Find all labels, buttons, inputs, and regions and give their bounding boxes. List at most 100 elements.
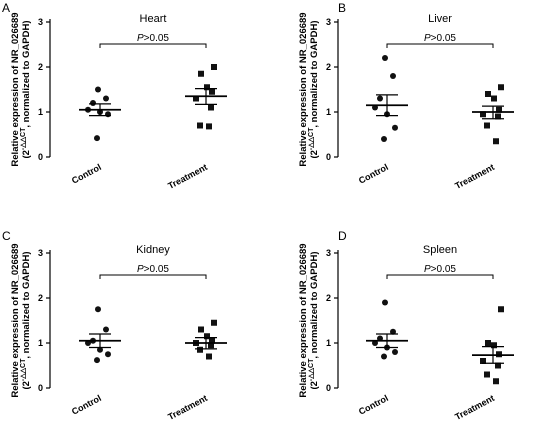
- y-axis-label: Relative expression of NR_026689 (2-△△CT,…: [298, 12, 320, 166]
- data-point: [105, 351, 111, 358]
- data-point: [95, 86, 101, 93]
- panel-title: Liver: [428, 13, 452, 25]
- y-tick-label: 3: [326, 17, 331, 27]
- data-point: [197, 346, 203, 353]
- y-axis-label-line2: (2-△△CT, normalized to GAPDH): [308, 251, 320, 389]
- data-point: [206, 353, 212, 360]
- data-point: [382, 55, 388, 61]
- y-axis-label: Relative expression of NR_026689 (2-△△CT,…: [298, 243, 320, 397]
- y-axis-label: Relative expression of NR_026689 (2-△△CT,…: [10, 12, 32, 166]
- y-tick-label: 0: [326, 383, 331, 393]
- data-point: [484, 122, 490, 129]
- y-label-suffix: , normalized to GAPDH): [21, 20, 32, 127]
- data-point: [484, 371, 490, 378]
- y-tick-label: 0: [326, 152, 331, 162]
- y-label-superscript: -△△CT: [308, 127, 315, 150]
- data-point: [392, 124, 398, 131]
- data-point: [480, 358, 486, 364]
- data-point: [105, 111, 111, 118]
- panel-letter: D: [338, 229, 347, 243]
- y-label-superscript: -△△CT: [20, 358, 27, 381]
- y-axis-label-line1: Relative expression of NR_026689: [298, 243, 309, 397]
- y-tick-label: 1: [326, 107, 331, 117]
- data-point: [198, 326, 204, 333]
- data-point: [498, 306, 504, 313]
- x-category-label: Treatment: [166, 162, 209, 191]
- y-tick-label: 3: [38, 17, 43, 27]
- series-control: [366, 299, 408, 360]
- series-treatment: [185, 64, 227, 130]
- data-point: [495, 362, 501, 369]
- series-control: [79, 306, 121, 364]
- data-point: [496, 106, 502, 113]
- y-label-superscript: -△△CT: [20, 127, 27, 150]
- panel-title: Spleen: [423, 244, 457, 256]
- data-point: [377, 95, 383, 102]
- y-tick-label: 1: [38, 338, 43, 348]
- x-category-label: Treatment: [453, 162, 496, 191]
- series-control: [366, 55, 408, 142]
- data-point: [381, 353, 387, 360]
- panel-letter: C: [2, 229, 11, 243]
- data-point: [209, 337, 215, 344]
- data-point: [103, 95, 109, 102]
- series-treatment: [185, 319, 227, 360]
- data-point: [485, 91, 491, 97]
- data-point: [204, 333, 210, 340]
- data-point: [94, 357, 100, 364]
- significance-bracket: [386, 274, 494, 279]
- data-point: [193, 95, 199, 102]
- significance-label: P>0.05: [137, 33, 169, 44]
- significance-bracket: [386, 43, 494, 48]
- y-label-superscript: -△△CT: [308, 358, 315, 381]
- p-value: >0.05: [431, 264, 457, 275]
- panel-title: Heart: [140, 13, 167, 25]
- data-point: [95, 306, 101, 313]
- y-axis-label: Relative expression of NR_026689 (2-△△CT,…: [10, 243, 32, 397]
- significance-label: P>0.05: [137, 264, 169, 275]
- series-treatment: [472, 84, 514, 145]
- y-axis-label-line1: Relative expression of NR_026689: [298, 12, 309, 166]
- y-axis-label-line1: Relative expression of NR_026689: [10, 243, 21, 397]
- y-tick-label: 3: [326, 248, 331, 258]
- data-point: [211, 64, 217, 70]
- y-axis-label-line2: (2-△△CT, normalized to GAPDH): [20, 20, 32, 158]
- data-point: [103, 326, 109, 333]
- data-point: [197, 122, 203, 129]
- x-category-label: Control: [357, 162, 390, 186]
- y-axis-label-line2: (2-△△CT, normalized to GAPDH): [308, 20, 320, 158]
- y-label-suffix: , normalized to GAPDH): [309, 251, 320, 358]
- y-tick-label: 3: [38, 248, 43, 258]
- data-point: [495, 113, 501, 120]
- p-value: >0.05: [144, 33, 170, 44]
- y-tick-label: 2: [326, 293, 331, 303]
- data-point: [491, 95, 497, 102]
- y-label-suffix: , normalized to GAPDH): [309, 20, 320, 127]
- panel-letter: A: [2, 1, 10, 15]
- y-tick-label: 2: [38, 62, 43, 72]
- significance-label: P>0.05: [424, 264, 456, 275]
- data-point: [382, 299, 388, 306]
- data-point: [498, 84, 504, 91]
- p-value: >0.05: [431, 33, 457, 44]
- significance-bracket: [99, 274, 207, 279]
- panel-C: C Kidney 0 1 2 3 Relative expression of NR_026…: [2, 229, 227, 422]
- x-category-label: Control: [70, 162, 103, 186]
- data-point: [480, 111, 486, 118]
- x-category-label: Control: [70, 393, 103, 417]
- p-symbol: P: [424, 33, 431, 44]
- data-point: [493, 378, 499, 385]
- data-point: [392, 349, 398, 355]
- data-point: [204, 84, 210, 91]
- data-point: [485, 340, 491, 346]
- p-symbol: P: [137, 33, 144, 44]
- data-point: [206, 123, 212, 130]
- data-point: [381, 136, 387, 142]
- y-tick-label: 2: [38, 293, 43, 303]
- data-point: [198, 70, 204, 77]
- data-point: [208, 342, 214, 349]
- significance-bracket: [99, 43, 207, 48]
- significance-label: P>0.05: [424, 33, 456, 44]
- y-tick-label: 0: [38, 152, 43, 162]
- y-tick-label: 1: [38, 107, 43, 117]
